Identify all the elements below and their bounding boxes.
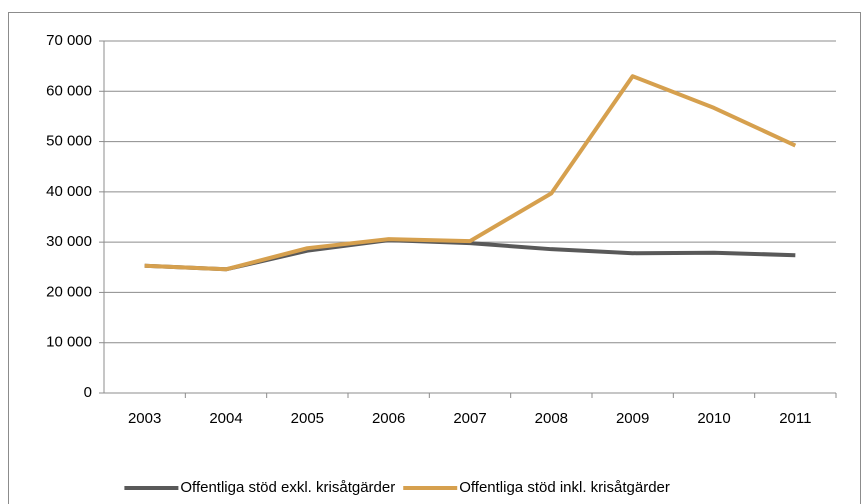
- series-line: [144, 74, 797, 272]
- x-tick-label: 2003: [128, 410, 161, 427]
- y-tick-label: 0: [84, 384, 92, 401]
- y-tick-label: 30 000: [46, 233, 92, 250]
- y-tick-label: 60 000: [46, 82, 92, 99]
- x-tick-label: 2006: [372, 410, 405, 427]
- y-tick-label: 70 000: [46, 32, 92, 49]
- x-tick-label: 2009: [616, 410, 649, 427]
- y-tick-label: 50 000: [46, 133, 92, 150]
- x-tick-label: 2005: [291, 410, 324, 427]
- legend-label: Offentliga stöd inkl. krisåtgärder: [459, 479, 670, 496]
- y-tick-label: 40 000: [46, 183, 92, 200]
- x-tick-label: 2007: [453, 410, 486, 427]
- chart-frame: [8, 12, 861, 504]
- legend-label: Offentliga stöd exkl. krisåtgärder: [180, 479, 395, 496]
- x-tick-label: 2011: [779, 410, 811, 427]
- x-tick-label: 2004: [209, 410, 242, 427]
- x-tick-label: 2010: [697, 410, 730, 427]
- y-tick-label: 10 000: [46, 334, 92, 351]
- y-tick-label: 20 000: [46, 283, 92, 300]
- x-tick-label: 2008: [535, 410, 568, 427]
